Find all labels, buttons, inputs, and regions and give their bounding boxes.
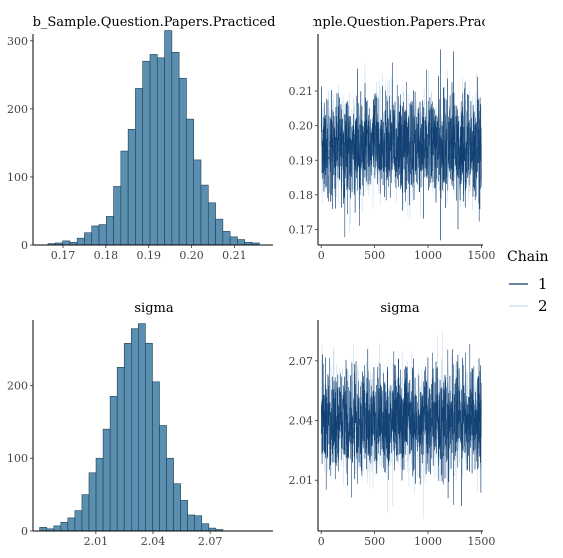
histogram-bar — [149, 54, 158, 246]
histogram-bar — [113, 186, 122, 246]
x-tick-label: 1500 — [467, 535, 495, 548]
x-tick-label: 2.07 — [198, 535, 223, 548]
histogram-bar — [142, 60, 151, 246]
histogram-bar — [84, 232, 93, 246]
histogram-panel-sigma: 2.01 2.04 2.07 0 100 200 — [7, 320, 273, 548]
panel-title-trace-sigma: sigma — [380, 301, 419, 316]
trace-panel-b: 0 500 1000 1500 0.17 0.18 0.19 0.20 0.21 — [289, 34, 495, 262]
trace-panel-sigma: 0 500 1000 1500 2.01 2.04 2.07 — [289, 320, 495, 548]
histogram-bar — [186, 118, 195, 246]
y-tick-label: 2.04 — [289, 415, 314, 428]
y-tick-label: 0.17 — [289, 223, 314, 236]
y-tick-label: 0 — [21, 525, 28, 538]
histogram-bar — [173, 483, 181, 532]
y-tick-label: 0 — [21, 239, 28, 252]
legend-label-chain-2: 2 — [538, 297, 548, 315]
histogram-bar — [180, 500, 188, 532]
histogram-bar — [152, 381, 160, 532]
x-tick-label: 0.19 — [136, 249, 161, 262]
y-tick-label: 0.18 — [289, 189, 314, 202]
histogram-bar — [120, 150, 129, 246]
y-tick-label: 2.07 — [289, 355, 314, 368]
x-tick-label: 2.01 — [84, 535, 109, 548]
panel-title-trace-b: b_Sample.Question.Papers.Practiced — [279, 15, 522, 30]
trace-line-chain-1 — [320, 343, 482, 506]
histogram-bar — [156, 57, 165, 246]
histogram-bar — [159, 425, 167, 532]
x-tick-label: 500 — [364, 249, 385, 262]
histogram-bar — [95, 457, 104, 532]
histogram-bar — [60, 521, 69, 532]
x-tick-label: 1000 — [414, 535, 442, 548]
histogram-bar — [194, 515, 203, 532]
y-tick-label: 300 — [7, 35, 28, 48]
x-tick-label: 0.20 — [179, 249, 204, 262]
histogram-panel-b: 0.17 0.18 0.19 0.20 0.21 0 100 200 300 — [7, 30, 273, 262]
x-tick-label: 0 — [318, 249, 325, 262]
legend: Chain 1 2 — [507, 249, 549, 315]
panel-title-hist-sigma: sigma — [134, 301, 173, 316]
histogram-bar — [200, 184, 209, 246]
y-tick-label: 200 — [7, 379, 28, 392]
histogram-bar — [74, 510, 83, 532]
histogram-bar — [145, 342, 153, 532]
histogram-bar — [237, 239, 246, 246]
histogram-bar — [67, 517, 76, 532]
x-tick-label: 0.21 — [222, 249, 247, 262]
histogram-bar — [193, 159, 202, 246]
histogram-bar — [39, 527, 48, 532]
histogram-bar — [109, 396, 118, 532]
histogram-bar — [135, 88, 144, 246]
x-tick-label: 0 — [318, 535, 325, 548]
y-tick-label: 100 — [7, 171, 28, 184]
trace-line-chain-1 — [320, 49, 482, 241]
x-tick-label: 2.04 — [141, 535, 166, 548]
histogram-bar — [102, 428, 111, 532]
y-tick-label: 0.19 — [289, 154, 314, 167]
histogram-bar — [127, 128, 136, 246]
histogram-bar — [164, 30, 173, 246]
histogram-bar — [178, 77, 187, 246]
y-tick-label: 0.20 — [289, 120, 314, 133]
y-tick-label: 200 — [7, 103, 28, 116]
histogram-bar — [62, 240, 71, 246]
histogram-bar — [229, 236, 238, 246]
y-tick-label: 100 — [7, 452, 28, 465]
histogram-bar — [166, 457, 174, 532]
histogram-bar — [130, 328, 139, 532]
y-tick-label: 0.21 — [289, 85, 314, 98]
histogram-bar — [76, 237, 85, 246]
legend-title: Chain — [507, 249, 549, 265]
histogram-bar — [116, 366, 125, 532]
histogram-bar — [201, 523, 210, 532]
x-tick-label: 0.18 — [94, 249, 119, 262]
y-tick-label: 2.01 — [289, 474, 314, 487]
histogram-bar — [123, 342, 132, 532]
legend-label-chain-1: 1 — [538, 275, 548, 293]
panel-title-hist-b: b_Sample.Question.Papers.Practiced — [33, 15, 276, 30]
histogram-bar — [215, 218, 224, 246]
x-tick-label: 1000 — [414, 249, 442, 262]
histogram-bar — [171, 52, 180, 246]
histogram-bar — [138, 323, 146, 532]
histogram-bar — [53, 525, 62, 532]
histogram-bar — [105, 216, 114, 246]
x-tick-label: 1500 — [467, 249, 495, 262]
histogram-bar — [207, 202, 216, 246]
x-tick-label: 500 — [364, 535, 385, 548]
histogram-bar — [81, 494, 90, 532]
histogram-bar — [187, 514, 196, 532]
histogram-bar — [222, 231, 231, 246]
histogram-bar — [91, 225, 100, 246]
histogram-bar — [98, 224, 107, 246]
x-tick-label: 0.17 — [51, 249, 76, 262]
histogram-bar — [88, 472, 97, 532]
